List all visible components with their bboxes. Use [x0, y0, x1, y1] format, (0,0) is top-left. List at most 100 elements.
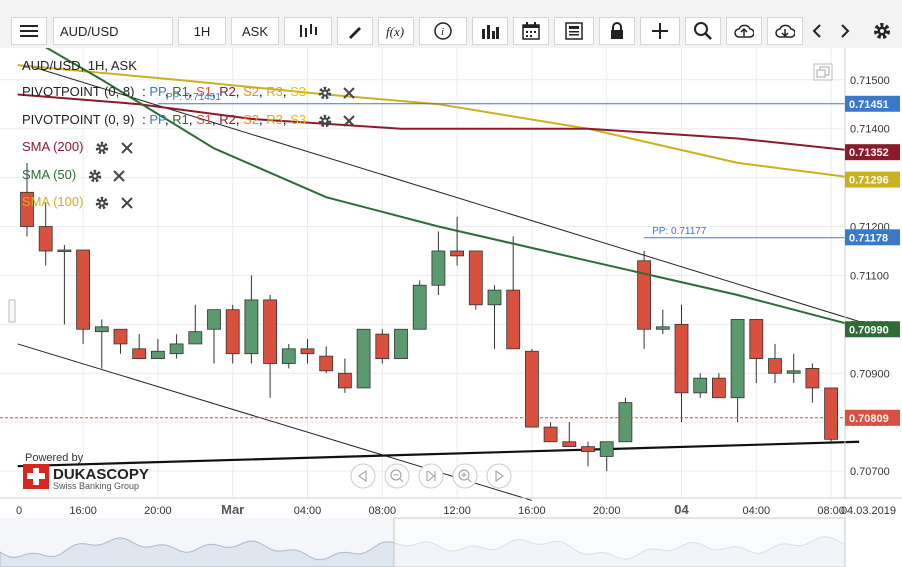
candle-body: [169, 343, 184, 355]
logo-tagline: Swiss Banking Group: [53, 481, 139, 491]
draw-button[interactable]: [337, 17, 373, 45]
time-tick-label: 08:00: [369, 505, 397, 517]
candle-body: [468, 250, 483, 306]
price-marker-label: 0.71451: [849, 99, 889, 111]
info-icon: i: [434, 22, 452, 40]
download-icon: [775, 24, 795, 38]
candle-body: [76, 249, 90, 330]
close-icon[interactable]: [113, 169, 126, 182]
close-icon[interactable]: [120, 196, 133, 209]
settings-button[interactable]: [866, 17, 898, 45]
news-icon: [565, 22, 583, 40]
left-scroll-handle[interactable]: [8, 299, 16, 323]
candle-body: [375, 333, 390, 359]
candle-body: [431, 250, 446, 286]
settings-icon[interactable]: [318, 114, 332, 128]
volume-bars-icon: [482, 25, 499, 39]
candle-body: [300, 348, 315, 355]
info-button[interactable]: i: [419, 17, 467, 45]
settings-icon[interactable]: [88, 169, 102, 183]
zoom-out-icon: [390, 469, 404, 483]
reset-zoom-icon: [426, 470, 436, 482]
settings-icon[interactable]: [318, 86, 332, 100]
close-icon[interactable]: [343, 114, 355, 127]
zoom-out-button[interactable]: [384, 463, 410, 489]
close-icon[interactable]: [343, 86, 355, 99]
legend-sma100: SMA (100): [22, 194, 133, 210]
time-tick-label: Mar: [221, 502, 244, 517]
candle-body: [618, 402, 633, 443]
time-tick-label: 12:00: [443, 505, 471, 517]
download-button[interactable]: [767, 17, 803, 45]
legend-pivot2-s2: S2: [243, 112, 259, 127]
zoom-button[interactable]: [685, 17, 721, 45]
draw-icon: [349, 27, 361, 39]
maximize-icon[interactable]: [813, 63, 833, 81]
legend-pivot2-r1: R1: [172, 112, 189, 127]
upload-button[interactable]: [726, 17, 762, 45]
candle-body: [337, 372, 352, 389]
zoom-in-button[interactable]: [452, 463, 478, 489]
navigator-window[interactable]: [393, 517, 846, 567]
scroll-left-button[interactable]: [350, 463, 376, 489]
calendar-button[interactable]: [513, 17, 549, 45]
candle-body: [57, 249, 72, 252]
pivot-label: PP: 0.71451: [166, 92, 221, 103]
crosshair-button[interactable]: [640, 17, 680, 45]
price-marker: [845, 144, 900, 161]
menu-button[interactable]: [11, 17, 47, 45]
scroll-right-button[interactable]: [486, 463, 512, 489]
next-button[interactable]: [831, 17, 859, 45]
prev-button[interactable]: [803, 17, 831, 45]
legend-sma100-label: SMA (100): [22, 194, 84, 209]
legend-pivot2-s1: S1: [196, 112, 212, 127]
settings-icon[interactable]: [95, 141, 109, 155]
candles: [20, 162, 838, 472]
candle-body: [412, 284, 427, 330]
grid-lines: [0, 48, 845, 498]
symbol-select[interactable]: AUD/USD: [53, 17, 173, 45]
price-marker: [845, 171, 900, 188]
candle-body: [319, 355, 334, 372]
next-icon: [841, 24, 850, 38]
time-tick-label: 04: [674, 502, 689, 517]
pivot-lines: PP: 0.71451 PP: 0.71177: [0, 92, 845, 419]
candle-body: [281, 348, 296, 364]
price-tick-label: 0.71100: [850, 270, 889, 282]
lock-button[interactable]: [599, 17, 635, 45]
price-tick-label: 0.70700: [850, 466, 890, 478]
price-tick-label: 0.71400: [850, 124, 890, 136]
time-tick-label: 20:00: [593, 505, 621, 517]
close-icon[interactable]: [120, 141, 133, 154]
reset-zoom-button[interactable]: [418, 463, 444, 489]
time-tick-label: 16:00: [518, 505, 546, 517]
candle-body: [38, 226, 53, 252]
candle-body: [394, 328, 408, 359]
legend-pivot1-sep: :: [142, 84, 146, 99]
legend-pivot2-sep: :: [142, 112, 146, 127]
price-markers: 0.71451 0.71352 0.71296 0.71178 0.70990 0.708…: [845, 95, 900, 426]
function-button[interactable]: f(x): [378, 17, 414, 45]
side-select[interactable]: ASK: [231, 17, 279, 45]
candle-body: [805, 367, 820, 389]
volume-button[interactable]: [472, 17, 508, 45]
legend-pivot2: PIVOTPOINT (0, 9) : PP, R1, S1, R2, S2, …: [22, 112, 355, 128]
trend-line-support: [17, 440, 860, 468]
time-tick-label: 04:00: [743, 505, 771, 517]
settings-icon[interactable]: [95, 196, 109, 210]
candles-button[interactable]: [284, 17, 332, 45]
legend-pivot2-r2: R2: [219, 112, 236, 127]
timeframe-select[interactable]: 1H: [178, 17, 226, 45]
settings-icon: [874, 23, 890, 39]
legend-pivot1: PIVOTPOINT (0, 8) : PP, R1, S1, R2, S2, …: [22, 84, 355, 100]
time-tick-label: 16:00: [69, 505, 97, 517]
time-tick-label: 04:00: [294, 505, 322, 517]
candle-body: [674, 323, 689, 394]
menu-icon: [20, 25, 38, 37]
legend-pivot2-r3: R3: [266, 112, 283, 127]
price-marker-label: 0.71178: [849, 232, 888, 244]
crosshair-icon: [652, 23, 668, 39]
news-button[interactable]: [554, 17, 594, 45]
legend-pivot2-s3: S3: [290, 112, 306, 127]
